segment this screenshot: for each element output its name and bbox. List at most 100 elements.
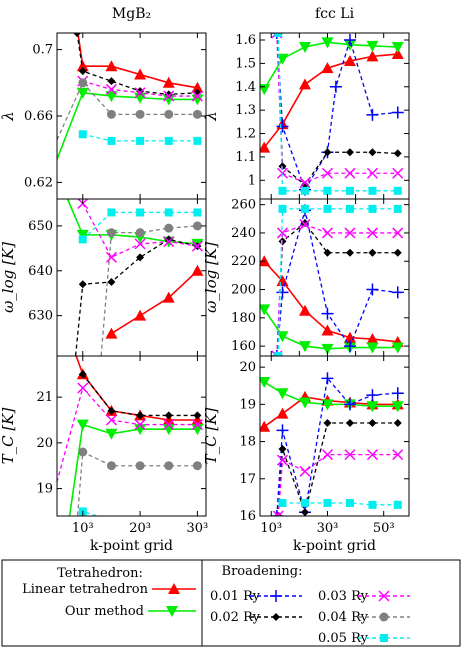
- point-0-02-ry: [107, 277, 116, 286]
- point-0-04-ry: [106, 228, 116, 238]
- point-linear-tetrahedron: [76, 60, 89, 72]
- point-0-05-ry: [345, 204, 354, 213]
- series-line-our-method: [57, 91, 198, 162]
- legend-entry-0-04-ry: 0.04 Ry: [318, 610, 410, 625]
- point-0-03-ry: [105, 414, 117, 426]
- legend-title-tetrahedron: Tetrahedron:: [57, 566, 143, 581]
- point-our-method: [391, 342, 404, 354]
- legend: Tetrahedron: Broadening: Linear tetrahedro…: [1, 559, 461, 647]
- point-0-04-ry: [164, 223, 174, 233]
- legend-label: 0.02 Ry: [210, 610, 261, 625]
- y-tick-label: 160: [231, 339, 256, 354]
- point-0-03-ry: [299, 218, 311, 230]
- point-0-04-ry: [192, 109, 202, 119]
- point-0-04-ry: [47, 148, 56, 157]
- legend-entry-0-05-ry: 0.05 Ry: [318, 631, 410, 646]
- point-linear-tetrahedron: [191, 264, 204, 276]
- plot-frame: [56, 32, 207, 200]
- point-0-05-ry: [393, 500, 402, 509]
- y-tick-label: 640: [28, 264, 53, 279]
- series-line-0-03-ry: [57, 386, 198, 484]
- point-our-method: [298, 397, 311, 409]
- point-0-03-ry: [366, 449, 378, 461]
- series-line-0-05-ry: [277, 33, 398, 192]
- point-our-method: [391, 401, 404, 413]
- point-0-05-ry: [164, 136, 173, 145]
- point-0-03-ry: [276, 227, 289, 239]
- point-0-01-ry: [343, 340, 356, 353]
- series-line-0-05-ry: [282, 502, 398, 506]
- legend-marker: [378, 590, 390, 602]
- point-0-03-ry: [344, 227, 356, 239]
- point-0-02-ry: [164, 411, 173, 420]
- point-0-01-ry: [366, 108, 379, 121]
- point-our-method: [366, 401, 379, 413]
- legend-entry-linear-tetrahedron: Linear tetrahedron: [22, 582, 196, 597]
- point-0-04-ry: [106, 461, 116, 471]
- point-0-01-ry: [343, 34, 356, 47]
- point-0-01-ry: [366, 283, 379, 296]
- series-line-0-03-ry: [276, 223, 398, 356]
- point-0-02-ry: [300, 508, 309, 516]
- point-0-03-ry: [191, 90, 203, 102]
- point-linear-tetrahedron: [366, 333, 379, 345]
- y-tick-label: 20: [36, 436, 53, 451]
- point-0-05-ry: [274, 352, 283, 356]
- point-0-02-ry: [323, 248, 332, 257]
- legend-label: 0.01 Ry: [210, 589, 261, 604]
- x-axis-label: k-point grid: [90, 538, 173, 554]
- point-0-01-ry: [366, 389, 379, 402]
- point-0-04-ry: [95, 365, 104, 374]
- point-our-method: [105, 91, 118, 103]
- y-tick-label: 1.2: [235, 127, 256, 142]
- series-group: [260, 33, 404, 196]
- point-our-method: [366, 40, 379, 52]
- series-line-0-04-ry: [76, 451, 198, 516]
- plot-panel-4: 160 180 200 220 240 260 ω_log [K]: [202, 198, 410, 357]
- legend-marker: [272, 613, 280, 621]
- point-linear-tetrahedron: [298, 78, 311, 90]
- point-0-02-ry: [345, 148, 354, 157]
- point-0-02-ry: [107, 77, 116, 86]
- point-0-05-ry: [368, 204, 377, 213]
- y-tick-label: 180: [231, 311, 256, 326]
- y-tick-label: 1.5: [235, 56, 256, 71]
- series-line-0-02-ry: [276, 222, 398, 356]
- point-0-02-ry: [368, 148, 377, 157]
- y-tick-label: 630: [28, 309, 53, 324]
- point-0-04-ry: [78, 78, 88, 88]
- point-0-04-ry: [78, 447, 88, 457]
- point-0-03-ry: [163, 236, 175, 248]
- point-0-02-ry: [393, 418, 402, 427]
- point-0-01-ry: [391, 106, 404, 119]
- point-0-03-ry: [46, 497, 56, 507]
- point-linear-tetrahedron: [260, 420, 271, 432]
- legend-box: [1, 559, 461, 647]
- point-0-03-ry: [134, 238, 146, 250]
- point-our-method: [191, 94, 204, 106]
- series-line-linear-tetrahedron: [75, 356, 198, 421]
- point-0-02-ry: [136, 253, 145, 262]
- point-0-03-ry: [163, 419, 175, 431]
- point-linear-tetrahedron: [162, 291, 175, 303]
- point-0-05-ry: [107, 208, 116, 217]
- point-0-01-ry: [321, 372, 334, 385]
- y-axis-label: T_C [K]: [202, 408, 220, 465]
- point-our-method: [391, 42, 404, 54]
- point-0-03-ry: [134, 87, 146, 99]
- legend-label: Our method: [65, 604, 144, 619]
- point-0-03-ry: [321, 167, 334, 179]
- point-our-method: [260, 377, 271, 389]
- point-0-03-ry: [272, 510, 284, 516]
- point-0-04-ry: [135, 109, 145, 119]
- y-axis-label: ω_log [K]: [202, 242, 220, 313]
- point-linear-tetrahedron: [162, 76, 175, 88]
- x-tick-label: 20³: [129, 521, 151, 536]
- point-0-05-ry: [164, 208, 173, 217]
- point-linear-tetrahedron: [191, 81, 204, 93]
- point-our-method: [276, 388, 289, 400]
- legend-label: 0.05 Ry: [318, 631, 369, 646]
- series-group: [46, 356, 204, 516]
- y-axis-label: T_C [K]: [0, 408, 17, 465]
- point-0-03-ry: [344, 449, 356, 461]
